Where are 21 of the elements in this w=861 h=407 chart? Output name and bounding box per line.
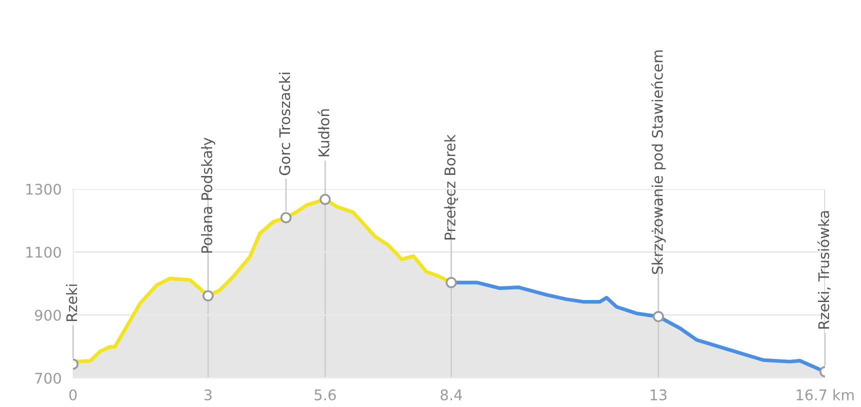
y-tick-label: 900 bbox=[34, 310, 61, 321]
x-tick-label: 8.4 bbox=[440, 389, 462, 400]
annotation: Gorc Troszacki bbox=[278, 72, 290, 176]
y-tick-label: 1100 bbox=[26, 246, 61, 258]
annotation: Polana Podskały bbox=[201, 138, 216, 253]
annotation: Skrzyżowanie pod Stawieńcem bbox=[651, 50, 666, 274]
y-tick-label: 700 bbox=[35, 372, 61, 384]
x-tick-label: 0 bbox=[69, 389, 77, 400]
annotation: Rzeki bbox=[66, 284, 78, 322]
point bbox=[280, 212, 292, 224]
y-tick-label: 1300 bbox=[26, 184, 61, 195]
x-tick-label: 13 bbox=[650, 389, 666, 400]
x-tick-label: 5.6 bbox=[314, 389, 336, 400]
point bbox=[446, 276, 457, 288]
annotation: Kudłoń bbox=[318, 109, 330, 156]
point bbox=[320, 194, 331, 205]
point bbox=[202, 290, 214, 302]
x-tick-label: 16.7 km bbox=[796, 389, 854, 400]
annotation: Rzeki, Trusiówka bbox=[817, 211, 831, 329]
x-tick-label: 3 bbox=[204, 389, 212, 400]
annotation: Przełęcz Borek bbox=[444, 134, 458, 240]
